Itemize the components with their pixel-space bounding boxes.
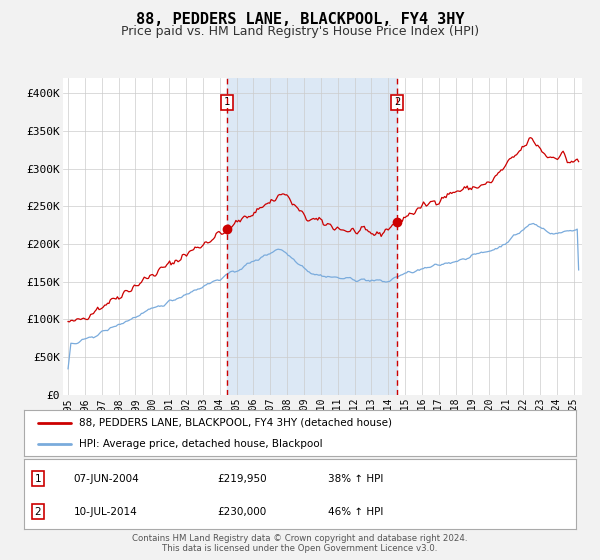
- Bar: [227, 78, 397, 395]
- Text: 88, PEDDERS LANE, BLACKPOOL, FY4 3HY: 88, PEDDERS LANE, BLACKPOOL, FY4 3HY: [136, 12, 464, 27]
- Text: £219,950: £219,950: [217, 474, 267, 484]
- Text: 2: 2: [34, 507, 41, 517]
- Text: Price paid vs. HM Land Registry's House Price Index (HPI): Price paid vs. HM Land Registry's House …: [121, 25, 479, 38]
- Text: 38% ↑ HPI: 38% ↑ HPI: [328, 474, 383, 484]
- Text: 07-JUN-2004: 07-JUN-2004: [74, 474, 139, 484]
- Text: 46% ↑ HPI: 46% ↑ HPI: [328, 507, 383, 517]
- Text: 88, PEDDERS LANE, BLACKPOOL, FY4 3HY (detached house): 88, PEDDERS LANE, BLACKPOOL, FY4 3HY (de…: [79, 418, 392, 428]
- Text: 2: 2: [394, 97, 400, 107]
- Text: HPI: Average price, detached house, Blackpool: HPI: Average price, detached house, Blac…: [79, 439, 323, 449]
- Text: This data is licensed under the Open Government Licence v3.0.: This data is licensed under the Open Gov…: [163, 544, 437, 553]
- Text: £230,000: £230,000: [217, 507, 266, 517]
- Text: 1: 1: [224, 97, 230, 107]
- Text: 1: 1: [34, 474, 41, 484]
- Text: Contains HM Land Registry data © Crown copyright and database right 2024.: Contains HM Land Registry data © Crown c…: [132, 534, 468, 543]
- Text: 10-JUL-2014: 10-JUL-2014: [74, 507, 137, 517]
